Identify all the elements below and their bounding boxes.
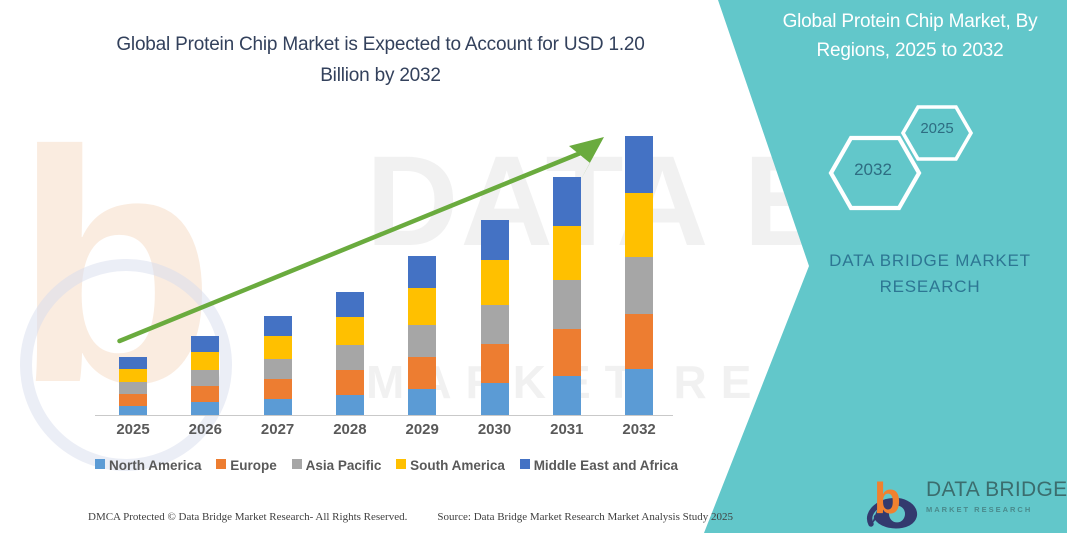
svg-text:b: b bbox=[874, 474, 901, 523]
